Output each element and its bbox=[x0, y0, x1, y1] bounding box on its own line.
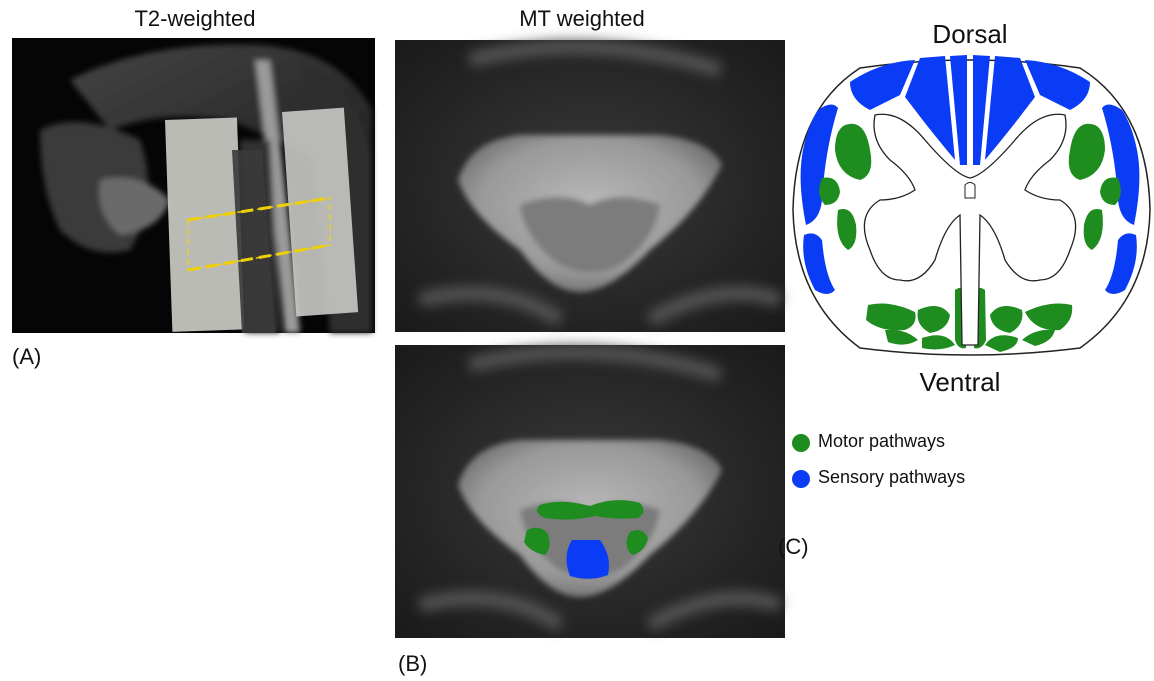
panel-a: T2-weighted (A) bbox=[12, 6, 375, 369]
panel-label: (A) bbox=[12, 344, 41, 369]
panel-b: MT weighted (B) bbox=[395, 6, 785, 676]
ventral-label: Ventral bbox=[920, 367, 1001, 397]
legend-label: Motor pathways bbox=[818, 431, 945, 451]
mri-axial-segmented bbox=[395, 345, 785, 638]
panel-label: (B) bbox=[398, 651, 427, 676]
figure: T2-weighted (A) MT weighted (B) Dorsal bbox=[0, 0, 1154, 681]
panel-title: T2-weighted bbox=[134, 6, 255, 31]
sensory-tract bbox=[566, 540, 609, 579]
panel-label: (C) bbox=[778, 534, 809, 559]
legend-label: Sensory pathways bbox=[818, 467, 965, 487]
mri-axial bbox=[395, 40, 785, 332]
panel-title: MT weighted bbox=[519, 6, 645, 31]
legend-swatch bbox=[792, 434, 810, 452]
saturation-band bbox=[165, 117, 244, 331]
legend-swatch bbox=[792, 470, 810, 488]
dorsal-label: Dorsal bbox=[932, 19, 1007, 49]
legend: Motor pathways Sensory pathways bbox=[792, 431, 965, 488]
panel-c: Dorsal Ventral Motor pathways Sensory pa… bbox=[778, 19, 1150, 559]
central-canal bbox=[965, 183, 975, 199]
